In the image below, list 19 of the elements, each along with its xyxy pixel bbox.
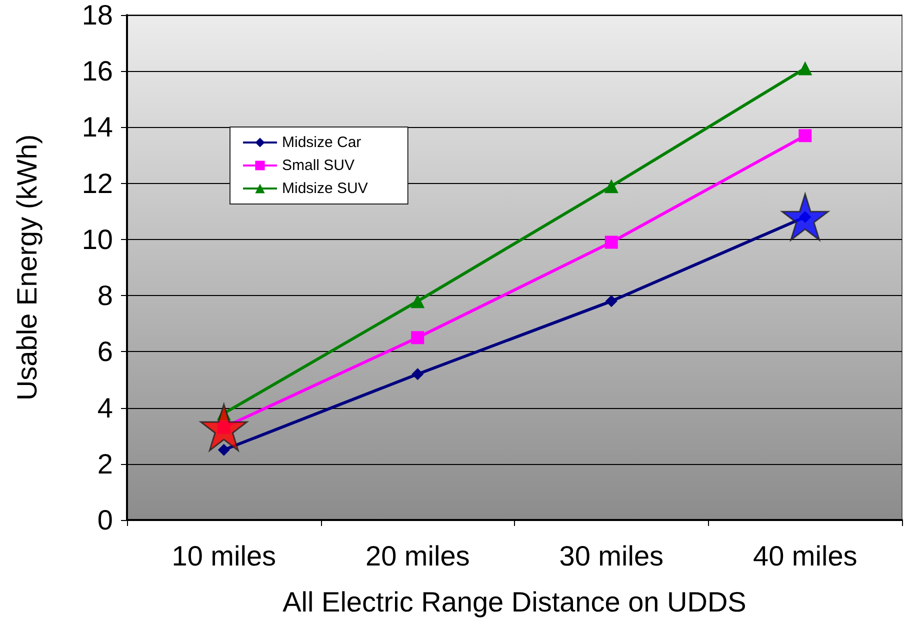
y-tick-label: 16: [82, 56, 113, 87]
legend-label: Midsize SUV: [282, 180, 368, 197]
y-tick-label: 12: [82, 168, 113, 199]
y-tick-label: 2: [97, 448, 113, 480]
y-axis-title: Usable Energy (kWh): [12, 134, 42, 401]
y-tick-label: 18: [82, 0, 113, 30]
legend-label: Midsize Car: [282, 134, 362, 151]
y-tick-label: 0: [97, 504, 113, 536]
x-tick-label: 30 miles: [559, 540, 664, 572]
x-tick-label: 40 miles: [752, 540, 858, 572]
x-axis-title: All Electric Range Distance on UDDS: [282, 586, 746, 618]
legend-label: Small SUV: [282, 157, 355, 174]
x-tick-label: 10 miles: [172, 540, 276, 572]
y-tick-label: 14: [82, 112, 113, 143]
y-tick-label: 8: [97, 280, 113, 312]
y-tick-label: 6: [97, 336, 113, 368]
x-tick-label: 20 miles: [365, 540, 470, 572]
y-tick-label: 4: [97, 392, 113, 424]
y-tick-label: 10: [82, 224, 113, 255]
